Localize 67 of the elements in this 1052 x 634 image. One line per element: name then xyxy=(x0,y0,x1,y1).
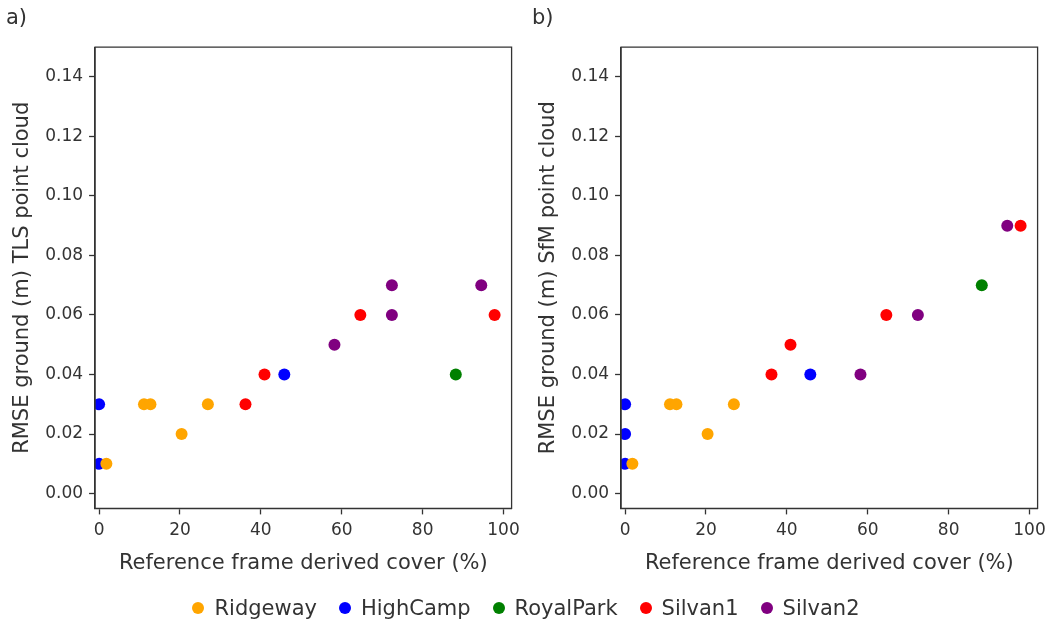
x-tick-label: 80 xyxy=(937,519,960,540)
x-axis-title: Reference frame derived cover (%) xyxy=(644,549,1014,574)
point xyxy=(727,398,740,411)
point xyxy=(328,338,341,351)
y-tick-label: 0.04 xyxy=(571,362,610,383)
x-axis-title: Reference frame derived cover (%) xyxy=(118,549,488,574)
point xyxy=(804,368,817,381)
x-tick-label: 60 xyxy=(856,519,879,540)
y-tick-label: 0.08 xyxy=(571,243,610,264)
legend-label: RoyalPark xyxy=(514,596,618,620)
y-tick-label: 0.14 xyxy=(45,65,84,86)
legend-label: HighCamp xyxy=(360,596,471,620)
point xyxy=(278,368,291,381)
x-tick-label: 20 xyxy=(169,519,191,540)
point xyxy=(784,338,797,351)
legend-label: Ridgeway xyxy=(214,596,317,620)
x-tick-label: 0 xyxy=(93,519,105,540)
x-tick-label: 20 xyxy=(695,519,717,540)
point xyxy=(100,457,113,470)
x-tick-label: 100 xyxy=(1013,519,1046,540)
point xyxy=(385,279,398,292)
y-tick-label: 0.12 xyxy=(45,124,84,145)
x-tick-label: 0 xyxy=(619,519,631,540)
y-axis-title: RMSE ground (m) TLS point cloud xyxy=(9,101,34,454)
y-tick-label: 0.12 xyxy=(571,124,610,145)
legend-label: Silvan2 xyxy=(782,596,860,620)
legend-label: Silvan1 xyxy=(661,596,739,620)
y-tick-label: 0.02 xyxy=(45,422,84,443)
x-tick-label: 100 xyxy=(487,519,520,540)
point xyxy=(449,368,462,381)
point xyxy=(95,398,106,411)
point xyxy=(488,308,501,321)
point xyxy=(354,308,367,321)
y-tick-label: 0.00 xyxy=(45,481,84,502)
chart-title: b) xyxy=(532,5,554,30)
point xyxy=(854,368,867,381)
point xyxy=(175,428,188,441)
point xyxy=(911,308,924,321)
point xyxy=(701,428,714,441)
point xyxy=(475,279,488,292)
y-tick-label: 0.04 xyxy=(45,362,84,383)
x-tick-label: 40 xyxy=(776,519,798,540)
point xyxy=(385,308,398,321)
point xyxy=(621,428,632,441)
point xyxy=(258,368,271,381)
point xyxy=(621,398,632,411)
y-tick-label: 0.14 xyxy=(571,65,610,86)
y-axis-title: RMSE ground (m) SfM point cloud xyxy=(535,101,560,455)
y-tick-label: 0.00 xyxy=(571,481,610,502)
x-tick-label: 60 xyxy=(330,519,353,540)
x-tick-label: 40 xyxy=(250,519,272,540)
y-tick-label: 0.10 xyxy=(571,184,610,205)
point xyxy=(626,457,639,470)
point xyxy=(239,398,252,411)
point xyxy=(1014,219,1027,232)
point xyxy=(1001,219,1014,232)
chart-title: a) xyxy=(6,5,28,30)
point xyxy=(201,398,214,411)
point xyxy=(765,368,778,381)
y-tick-label: 0.06 xyxy=(45,303,84,324)
point xyxy=(975,279,988,292)
x-tick-label: 80 xyxy=(411,519,434,540)
point xyxy=(880,308,893,321)
y-tick-label: 0.08 xyxy=(45,243,84,264)
y-tick-label: 0.02 xyxy=(571,422,610,443)
y-tick-label: 0.10 xyxy=(45,184,84,205)
y-tick-label: 0.06 xyxy=(571,303,610,324)
